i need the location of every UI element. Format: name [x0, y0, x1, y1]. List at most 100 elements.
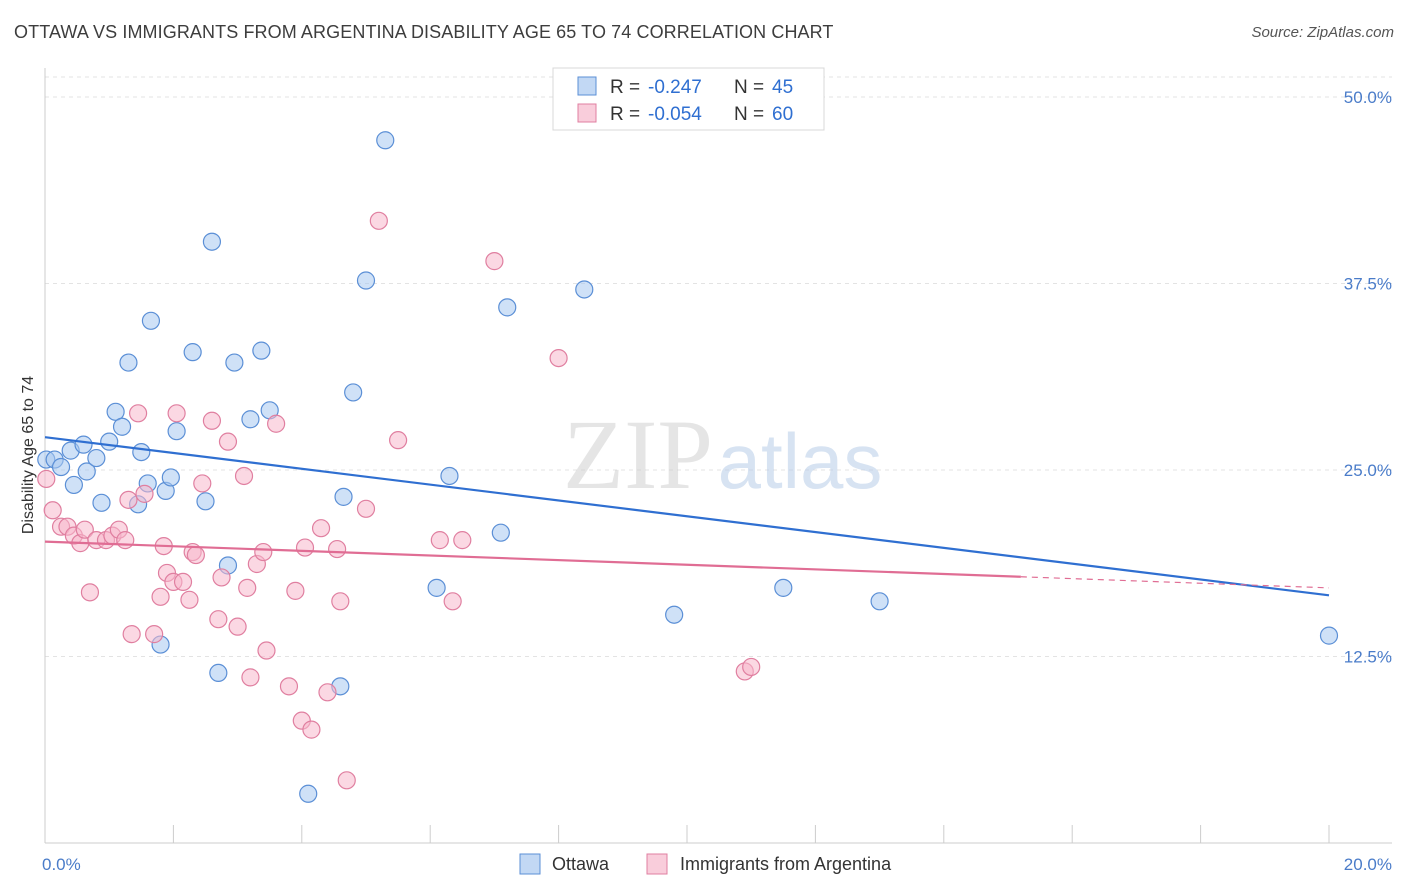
- point-ottawa-33: [344, 383, 363, 402]
- point-ottawa-38: [491, 523, 510, 542]
- legend-box: [552, 67, 825, 131]
- y-tick-label-3: 50.0%: [1344, 88, 1392, 107]
- point-argentina-22: [167, 404, 186, 423]
- point-argentina-51: [369, 211, 388, 230]
- trend-line-argentina-dashed: [1020, 576, 1330, 589]
- point-argentina-23: [173, 572, 193, 592]
- point-argentina-37: [254, 542, 273, 562]
- point-argentina-34: [238, 578, 257, 597]
- point-ottawa-12: [119, 353, 138, 372]
- point-ottawa-39: [498, 298, 517, 317]
- point-argentina-1: [43, 501, 62, 520]
- point-ottawa-27: [241, 410, 260, 429]
- grid-lines: [45, 76, 1392, 657]
- point-ottawa-8: [92, 493, 111, 512]
- point-ottawa-16: [141, 311, 161, 330]
- point-argentina-49: [337, 771, 356, 790]
- point-argentina-44: [302, 720, 321, 739]
- point-argentina-47: [328, 539, 347, 559]
- point-argentina-50: [356, 499, 376, 518]
- x-tick-label-0: 0.0%: [42, 855, 81, 874]
- point-ottawa-32: [334, 487, 353, 506]
- legend-n-label-argentina: N =: [734, 104, 764, 125]
- point-argentina-16: [135, 484, 154, 503]
- point-argentina-31: [218, 432, 238, 451]
- bottom-legend-swatch-argentina: [646, 853, 668, 875]
- trend-line-argentina: [44, 540, 1021, 578]
- point-ottawa-37: [440, 466, 459, 486]
- point-ottawa-23: [202, 232, 222, 251]
- legend-r-value-ottawa: -0.247: [648, 77, 702, 98]
- point-argentina-56: [485, 252, 504, 271]
- point-argentina-15: [128, 404, 148, 423]
- point-argentina-24: [180, 590, 199, 609]
- point-argentina-0: [37, 469, 56, 489]
- legend-n-label-ottawa: N =: [734, 77, 764, 98]
- point-ottawa-34: [356, 271, 376, 290]
- point-ottawa-40: [575, 280, 594, 299]
- bottom-legend: Ottawa Immigrants from Argentina: [519, 853, 892, 875]
- point-ottawa-7: [87, 448, 106, 468]
- point-ottawa-11: [112, 417, 132, 436]
- legend-n-value-argentina: 60: [772, 104, 793, 125]
- bottom-legend-label-argentina: Immigrants from Argentina: [680, 854, 892, 874]
- legend-swatch-ottawa: [577, 76, 597, 96]
- point-ottawa-35: [376, 131, 395, 150]
- point-argentina-7: [80, 583, 100, 602]
- point-argentina-40: [279, 677, 299, 696]
- point-argentina-55: [453, 531, 472, 550]
- watermark-zip: ZIP: [563, 399, 713, 510]
- point-ottawa-21: [183, 343, 202, 362]
- y-tick-label-1: 25.0%: [1344, 461, 1392, 480]
- trend-line-ottawa: [44, 436, 1330, 597]
- point-ottawa-9: [100, 432, 119, 451]
- point-argentina-14: [122, 625, 141, 644]
- legend-r-value-argentina: -0.054: [648, 104, 702, 125]
- x-tick-labels: 0.0% 20.0%: [42, 855, 1392, 874]
- point-ottawa-4: [64, 475, 83, 495]
- point-argentina-27: [193, 474, 212, 493]
- bottom-legend-swatch-ottawa: [519, 853, 541, 875]
- data-points: [37, 131, 1339, 803]
- point-argentina-28: [202, 411, 222, 430]
- source-credit: Source: ZipAtlas.com: [1251, 24, 1394, 41]
- point-ottawa-5: [74, 435, 93, 454]
- point-ottawa-19: [161, 468, 180, 487]
- point-argentina-18: [151, 587, 170, 606]
- point-ottawa-43: [870, 592, 889, 611]
- legend-r-label-ottawa: R =: [610, 77, 640, 98]
- point-ottawa-44: [1319, 626, 1339, 645]
- point-argentina-6: [75, 520, 94, 539]
- watermark-atlas: atlas: [718, 417, 883, 505]
- point-argentina-12: [116, 531, 135, 550]
- point-argentina-38: [257, 641, 276, 660]
- y-axis-label: Disability Age 65 to 74: [20, 376, 37, 534]
- point-argentina-43: [295, 538, 315, 557]
- point-argentina-57: [549, 349, 568, 368]
- point-argentina-32: [228, 617, 247, 636]
- point-argentina-52: [389, 431, 408, 450]
- point-ottawa-2: [51, 457, 71, 477]
- point-ottawa-36: [427, 578, 446, 597]
- bottom-legend-label-ottawa: Ottawa: [552, 854, 610, 874]
- point-argentina-45: [311, 519, 331, 538]
- point-ottawa-6: [77, 462, 96, 481]
- y-tick-label-0: 12.5%: [1344, 648, 1392, 667]
- x-tick-label-1: 20.0%: [1344, 855, 1392, 874]
- point-argentina-48: [331, 592, 350, 611]
- point-ottawa-20: [167, 422, 186, 441]
- point-argentina-30: [212, 568, 231, 587]
- legend: R = -0.247 N = 45 R = -0.054 N = 60: [552, 67, 825, 131]
- point-argentina-41: [286, 581, 305, 600]
- point-argentina-13: [119, 490, 138, 509]
- point-ottawa-24: [209, 663, 228, 683]
- point-argentina-35: [241, 668, 260, 687]
- point-argentina-33: [234, 466, 254, 486]
- point-argentina-59: [742, 657, 761, 677]
- point-argentina-54: [443, 592, 462, 611]
- legend-n-value-ottawa: 45: [772, 77, 793, 98]
- legend-swatch-argentina: [577, 103, 597, 123]
- legend-r-label-argentina: R =: [610, 104, 640, 125]
- point-argentina-46: [318, 683, 337, 702]
